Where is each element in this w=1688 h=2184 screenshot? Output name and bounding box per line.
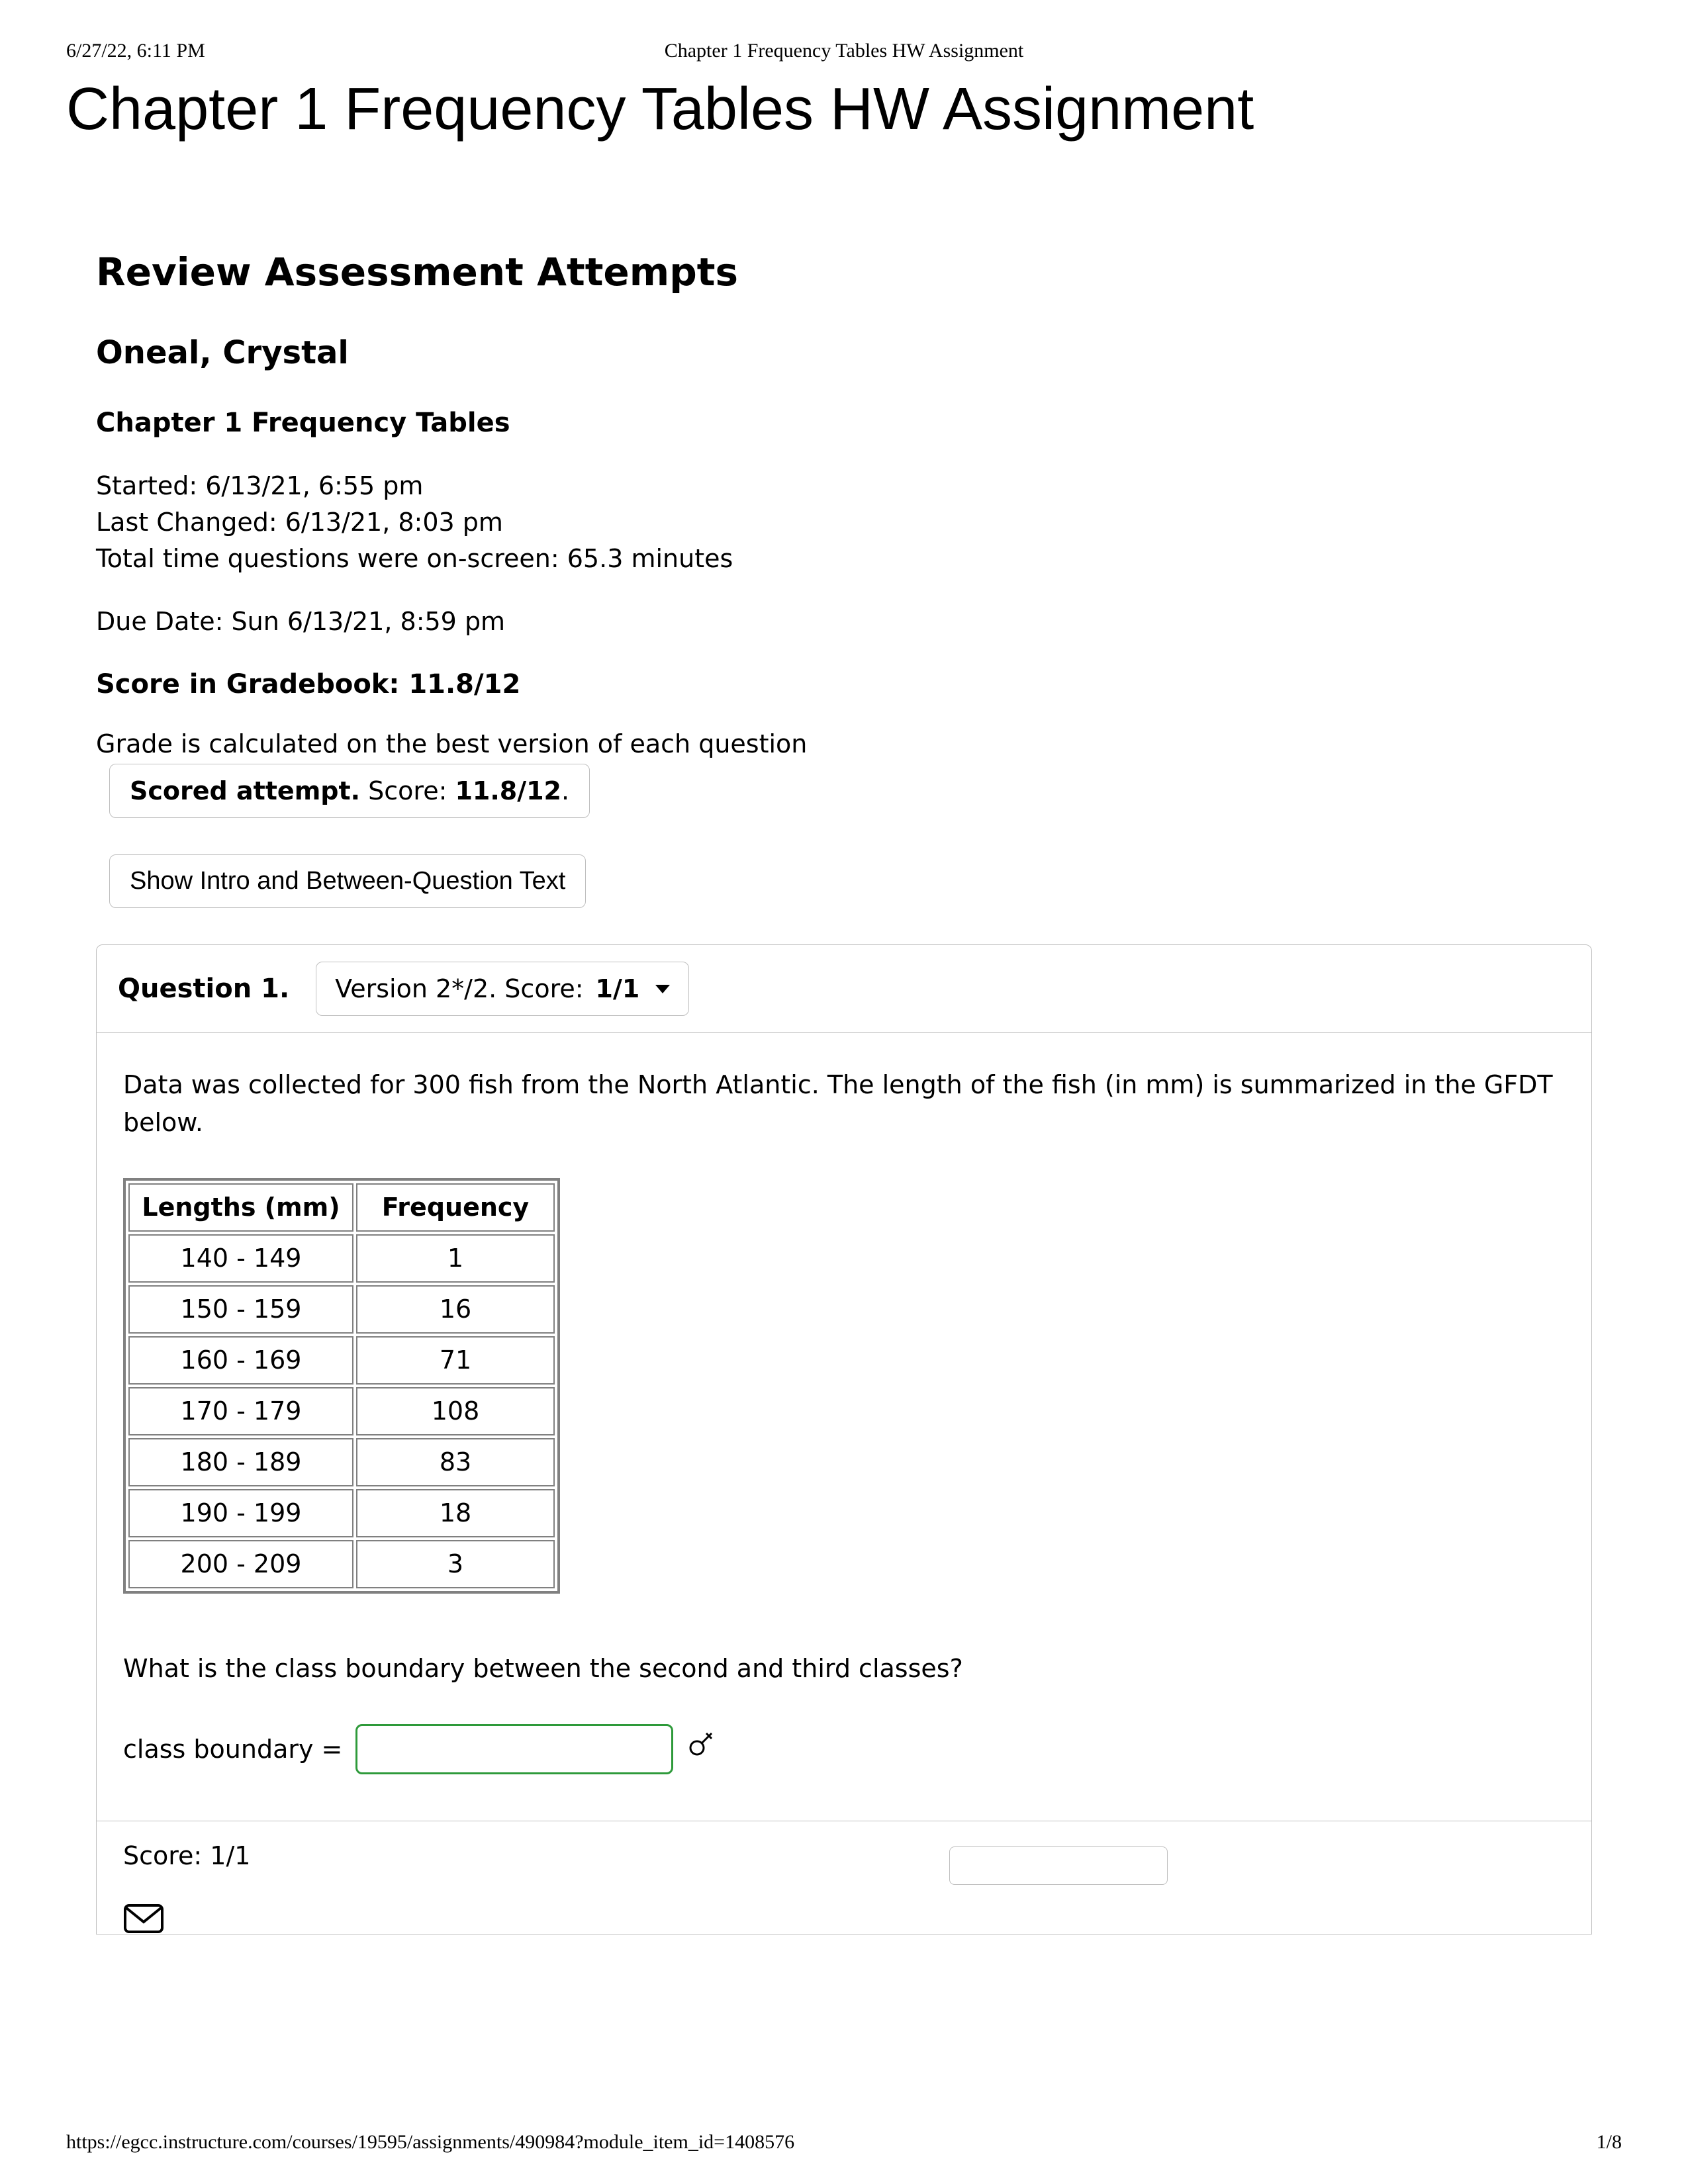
version-score: 1/1 [596,974,640,1003]
student-name: Oneal, Crystal [96,334,1592,371]
question-label: Question 1. [118,974,289,1004]
grade-calc-note: Grade is calculated on the best version … [96,729,1592,758]
chevron-down-icon [655,985,670,993]
question-score: Score: 1/1 [123,1841,250,1870]
table-cell-frequency: 16 [356,1285,555,1334]
table-row: 190 - 19918 [128,1489,555,1537]
due-date-line: Due Date: Sun 6/13/21, 8:59 pm [96,607,1592,636]
print-header-title: Chapter 1 Frequency Tables HW Assignment [665,40,1024,62]
gradebook-score: Score in Gradebook: 11.8/12 [96,669,1592,700]
table-cell-length: 170 - 179 [128,1387,353,1435]
version-prefix: Version 2*/2. Score: [335,974,583,1003]
link-icon[interactable] [686,1729,716,1770]
sub-question: What is the class boundary between the s… [123,1650,1565,1688]
table-cell-length: 180 - 189 [128,1438,353,1486]
table-cell-frequency: 83 [356,1438,555,1486]
started-line: Started: 6/13/21, 6:55 pm [96,468,1592,504]
table-cell-length: 140 - 149 [128,1234,353,1283]
table-header-frequency: Frequency [356,1183,555,1232]
table-cell-length: 200 - 209 [128,1540,353,1588]
question-body: Data was collected for 300 fish from the… [97,1033,1591,1774]
table-row: 160 - 16971 [128,1336,555,1385]
section-title: Review Assessment Attempts [96,250,1592,295]
class-boundary-input[interactable] [355,1724,673,1774]
table-cell-length: 190 - 199 [128,1489,353,1537]
table-cell-frequency: 71 [356,1336,555,1385]
question-score-row: Score: 1/1 [97,1821,1591,1885]
answer-label: class boundary = [123,1731,342,1768]
footer-url: https://egcc.instructure.com/courses/195… [66,2131,794,2154]
table-row: 150 - 15916 [128,1285,555,1334]
frequency-table-wrap: Lengths (mm) Frequency 140 - 1491150 - 1… [123,1178,1565,1594]
page-indicator: 1/8 [1597,2131,1622,2154]
show-intro-button[interactable]: Show Intro and Between-Question Text [109,854,586,908]
last-changed-line: Last Changed: 6/13/21, 8:03 pm [96,504,1592,541]
answer-row: class boundary = [123,1724,1565,1774]
question-panel: Question 1. Version 2*/2. Score: 1/1 Dat… [96,944,1592,1934]
table-cell-frequency: 108 [356,1387,555,1435]
table-cell-frequency: 3 [356,1540,555,1588]
page-title: Chapter 1 Frequency Tables HW Assignment [66,75,1622,144]
version-dropdown[interactable]: Version 2*/2. Score: 1/1 [316,962,689,1016]
table-row: 170 - 179108 [128,1387,555,1435]
scored-attempt-score-value: 11.8/12 [455,776,561,805]
table-cell-length: 160 - 169 [128,1336,353,1385]
table-row: 140 - 1491 [128,1234,555,1283]
table-header-lengths: Lengths (mm) [128,1183,353,1232]
feedback-input[interactable] [949,1846,1168,1885]
scored-attempt-box: Scored attempt. Score: 11.8/12. [109,764,590,818]
question-prompt: Data was collected for 300 fish from the… [123,1066,1565,1142]
scored-attempt-score-label: Score: [360,776,455,805]
frequency-table: Lengths (mm) Frequency 140 - 1491150 - 1… [123,1178,560,1594]
table-cell-frequency: 1 [356,1234,555,1283]
table-row: 200 - 2093 [128,1540,555,1588]
table-cell-length: 150 - 159 [128,1285,353,1334]
print-timestamp: 6/27/22, 6:11 PM [66,40,205,62]
mail-row [97,1885,1591,1934]
print-footer: https://egcc.instructure.com/courses/195… [66,2131,1622,2154]
table-cell-frequency: 18 [356,1489,555,1537]
print-header: 6/27/22, 6:11 PM Chapter 1 Frequency Tab… [66,40,1622,62]
onscreen-line: Total time questions were on-screen: 65.… [96,541,1592,577]
question-header: Question 1. Version 2*/2. Score: 1/1 [97,945,1591,1033]
scored-attempt-period: . [561,776,569,805]
table-row: 180 - 18983 [128,1438,555,1486]
scored-attempt-label: Scored attempt. [130,776,360,805]
meta-block: Started: 6/13/21, 6:55 pm Last Changed: … [96,468,1592,577]
mail-icon[interactable] [123,1903,1565,1934]
assignment-title: Chapter 1 Frequency Tables [96,408,1592,438]
